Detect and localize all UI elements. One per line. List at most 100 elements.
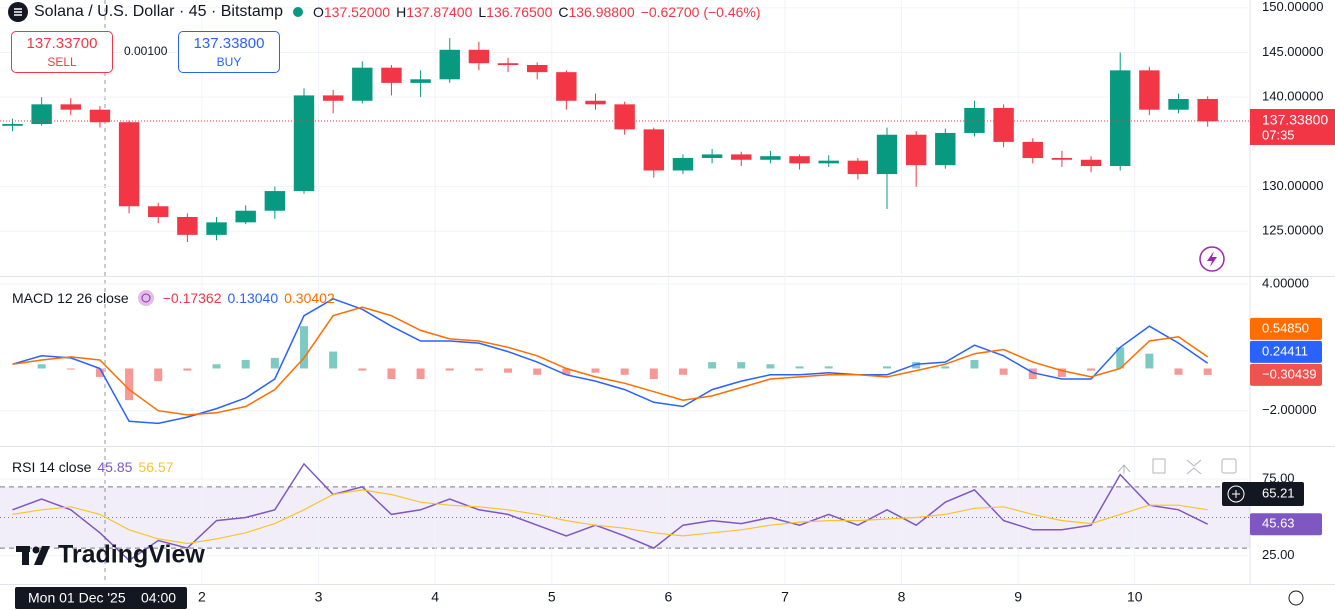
x-tick-label: 7 [781,589,789,605]
header: Solana / U.S. Dollar · 45 · Bitstamp O13… [8,2,761,22]
candle-body [1110,70,1131,167]
last-price-tag [1250,108,1335,145]
candle-body [731,154,752,160]
histogram-bar [562,368,571,375]
rsi-last-value-tag [1250,513,1322,536]
y-tick-label: 4.00000 [1262,275,1309,290]
plus [1232,490,1240,498]
plus-icon[interactable] [1227,485,1245,503]
indicator-line [12,306,1209,416]
legend-value: −0.17362 [162,290,222,306]
histogram-bar [95,368,104,377]
dot [292,7,303,17]
histogram-bar [999,368,1008,375]
histogram-bar [824,366,833,369]
candle-body [118,122,140,207]
candle-body [381,67,402,83]
x-tick-label: 9 [1014,589,1022,605]
histogram-bar [241,360,250,369]
y-tick-label: −2.00000 [1262,402,1317,417]
candle-body [1022,141,1043,158]
histogram-bar [678,368,687,375]
candle-body [1197,98,1218,122]
candle-body [439,49,460,80]
histogram-bar [649,368,658,380]
candle-body [177,216,198,235]
ohlc-close: C136.98800 [558,4,634,20]
icon-ring [141,293,151,303]
maximize-icon[interactable] [1221,458,1237,474]
histogram-bar [795,366,804,369]
icon-lines [14,8,22,16]
candle-body [1168,98,1189,110]
indicator-line [12,489,1208,545]
rsi-legend: RSI 14 close 45.85 56.57 [12,459,179,475]
histogram-bar [970,360,979,369]
change: −0.62700 (−0.46%) [640,4,761,20]
buy-button[interactable]: 137.33800 BUY [178,31,280,73]
rsi-title[interactable]: RSI 14 close [12,459,92,475]
ohlc-key: O [312,4,324,20]
candle-body [1051,157,1073,160]
histogram-bar [591,368,600,373]
trash-icon[interactable] [1152,458,1166,474]
up-icon[interactable] [1117,464,1131,474]
candle-body [410,79,431,83]
sell-button[interactable]: 137.33700 SELL [11,31,113,73]
histogram-bar [1087,368,1096,371]
ohlc-value: 136.76500 [486,4,553,20]
ohlc-key: C [558,4,569,20]
histogram-bar [533,368,542,375]
candle-body [556,72,577,101]
candle-body [847,160,869,175]
candle-body [352,67,373,101]
histogram-bar [329,351,338,369]
legend-value: 0.13040 [227,290,279,306]
indicator-line [12,462,1209,562]
ohlc-key: L [478,4,487,20]
ohlc-value: 136.98800 [568,4,635,20]
histogram-bar [766,364,775,369]
collapse-icon[interactable] [1186,459,1202,475]
logo-part [34,546,50,565]
series-last-value-tag [1250,317,1322,340]
macd-icon [137,290,154,306]
histogram-bar [387,368,396,380]
status-dot [292,7,303,17]
candle-body [905,134,927,166]
candle-body [760,156,781,160]
histogram-bar [708,362,717,369]
icon-bg [137,290,154,306]
candle-body [964,107,985,133]
symbol-title[interactable]: Solana / U.S. Dollar · 45 · Bitstamp [34,3,283,20]
x-tick-label: 4 [431,589,439,605]
histogram-bar [1174,368,1183,375]
histogram-bar [445,368,454,371]
histogram-bar [1203,368,1212,375]
macd-title[interactable]: MACD 12 26 close [12,290,129,306]
candle-body [235,210,256,223]
histogram-bar [37,364,46,369]
candle-body [876,134,898,175]
histogram-bar [912,362,921,369]
ohlc: O137.52000 H137.87400 L136.76500 C136.98… [313,4,761,20]
candle-body [701,154,723,158]
histogram-bar [883,366,892,369]
histogram-bar [737,362,746,369]
settings-icon[interactable] [1288,590,1304,606]
lightning [1207,251,1217,267]
histogram-bar [620,368,629,375]
series-last-value-tag [1250,363,1322,386]
spread: 0.00100 [124,44,168,58]
crosshair-rsi-value: 65.21 [1262,485,1295,500]
macd-values: −0.17362 0.13040 0.30402 [163,290,341,306]
candle-body [89,109,111,123]
crosshair-tag [1222,482,1304,506]
pane-icons [1117,458,1237,475]
histogram-bar [183,368,192,371]
ohlc-value: 137.52000 [323,4,391,20]
logo-mark [16,546,50,565]
legend-value: 45.85 [97,459,133,475]
ohlc-open: O137.52000 [313,4,390,20]
